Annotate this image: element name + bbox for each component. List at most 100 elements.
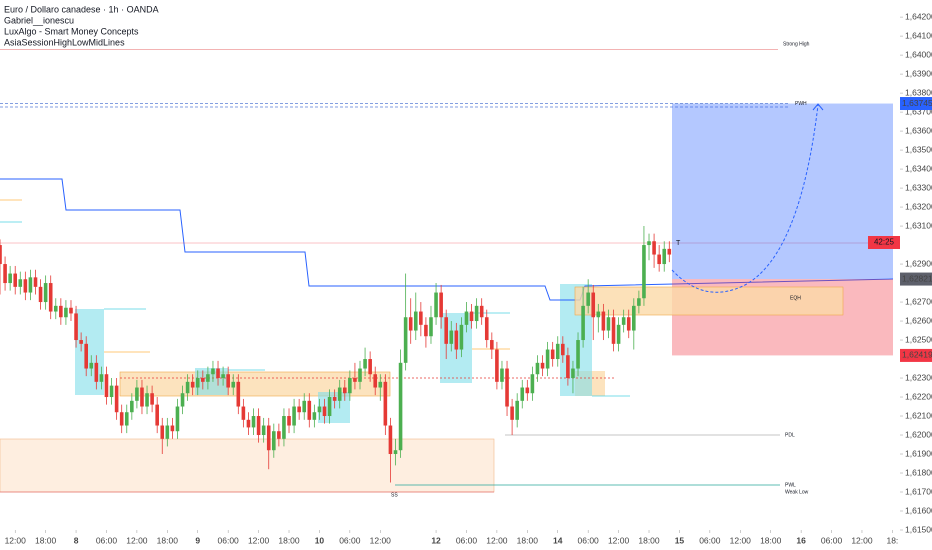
candle-body xyxy=(439,292,443,318)
candle-body xyxy=(160,425,165,439)
candle-body xyxy=(576,340,580,369)
candle-body xyxy=(459,324,464,350)
candle-body xyxy=(398,362,403,451)
candle-body xyxy=(505,368,509,407)
candle-body xyxy=(591,292,596,318)
candle-body xyxy=(434,292,438,318)
candle-body xyxy=(642,245,646,299)
price-badge-label: 1,63745 xyxy=(902,98,932,108)
candle-body xyxy=(667,248,672,255)
candle-body xyxy=(322,406,327,417)
y-tick-label: 1,63100 xyxy=(905,220,932,230)
candle-body xyxy=(84,343,88,369)
candle-body xyxy=(393,450,398,455)
candle-body xyxy=(99,374,104,382)
y-tick-label: 1,63400 xyxy=(905,163,932,173)
candle-body xyxy=(195,378,200,388)
candle-body xyxy=(317,406,322,413)
candle-body xyxy=(657,254,661,265)
candle-body xyxy=(282,416,286,439)
legend-entry: LuxAlgo - Smart Money Concepts xyxy=(4,26,139,36)
legend-title: Euro / Dollaro canadese · 1h · OANDA xyxy=(4,4,159,14)
candle-body xyxy=(3,264,7,284)
candle-body xyxy=(185,381,190,394)
x-tick-label: 06:00 xyxy=(339,535,361,545)
candle-body xyxy=(18,279,23,287)
candle-body xyxy=(206,374,210,382)
candle-body xyxy=(550,349,555,360)
marker-label: T xyxy=(676,240,681,247)
y-tick-label: 1,62200 xyxy=(905,391,932,401)
candle-body xyxy=(327,397,332,417)
candle-body xyxy=(510,406,514,420)
candle-body xyxy=(119,412,124,426)
candle-body xyxy=(337,387,342,401)
x-tick-label: 06:00 xyxy=(821,535,843,545)
candle-body xyxy=(307,400,312,420)
candle-body xyxy=(474,305,479,322)
candle-body xyxy=(555,343,560,360)
candle-body xyxy=(525,387,530,394)
position-tool xyxy=(672,103,893,356)
candle-body xyxy=(155,404,159,426)
candle-body xyxy=(626,317,631,331)
y-tick-label: 1,63800 xyxy=(905,87,932,97)
level-label: Strong High xyxy=(783,42,810,48)
candle-body xyxy=(53,305,58,312)
weak-low-label: Weak Low xyxy=(785,489,809,495)
price-badge xyxy=(900,348,932,362)
candle-body xyxy=(449,330,454,344)
target-box xyxy=(672,103,893,280)
candle-body xyxy=(292,406,296,426)
candle-body xyxy=(145,393,149,407)
projection-path xyxy=(671,104,819,293)
candle-body xyxy=(297,406,301,413)
candle-body xyxy=(586,292,590,306)
candle-body xyxy=(408,317,413,331)
y-tick-label: 1,63200 xyxy=(905,201,932,211)
price-badge xyxy=(900,272,932,286)
y-tick-label: 1,63300 xyxy=(905,182,932,192)
candle-body xyxy=(561,343,565,356)
candle-body xyxy=(388,425,393,455)
candle-body xyxy=(256,416,261,436)
candle-body xyxy=(566,355,570,379)
y-tick-label: 1,64100 xyxy=(905,30,932,40)
candle-body xyxy=(520,387,525,401)
candle-body xyxy=(236,381,241,407)
y-tick-label: 1,61900 xyxy=(905,448,932,458)
x-tick-label: 12:00 xyxy=(370,535,392,545)
price-badge-label: 1,62419 xyxy=(902,350,932,360)
candle-body xyxy=(216,368,220,379)
candle-body xyxy=(226,374,230,388)
x-tick-label: 12:00 xyxy=(486,535,508,545)
legend-entry: Gabriel__ionescu xyxy=(4,15,74,25)
x-tick-label: 18:00 xyxy=(35,535,57,545)
candle-body xyxy=(540,362,545,369)
candle-body xyxy=(201,378,205,382)
y-tick-label: 1,64000 xyxy=(905,49,932,59)
x-tick-label: 06:00 xyxy=(699,535,721,545)
ss-label: SS xyxy=(391,492,398,498)
candle-body xyxy=(358,368,362,382)
candle-body xyxy=(373,374,378,388)
candle-body xyxy=(348,378,352,394)
y-tick-label: 1,63700 xyxy=(905,106,932,116)
candle-body xyxy=(211,368,215,375)
candle-body xyxy=(23,279,28,293)
candle-body xyxy=(104,374,109,398)
candle-body xyxy=(647,241,651,246)
candle-body xyxy=(109,385,114,398)
candle-body xyxy=(454,330,459,350)
y-tick-label: 1,61600 xyxy=(905,505,932,515)
candle-body xyxy=(150,393,154,405)
x-tick-label: 12:00 xyxy=(851,535,873,545)
candle-body xyxy=(332,397,337,401)
candle-body xyxy=(469,311,474,322)
candle-body xyxy=(312,412,317,420)
candle-body xyxy=(124,412,129,426)
y-tick-label: 1,62100 xyxy=(905,410,932,420)
candle-body xyxy=(363,359,367,369)
